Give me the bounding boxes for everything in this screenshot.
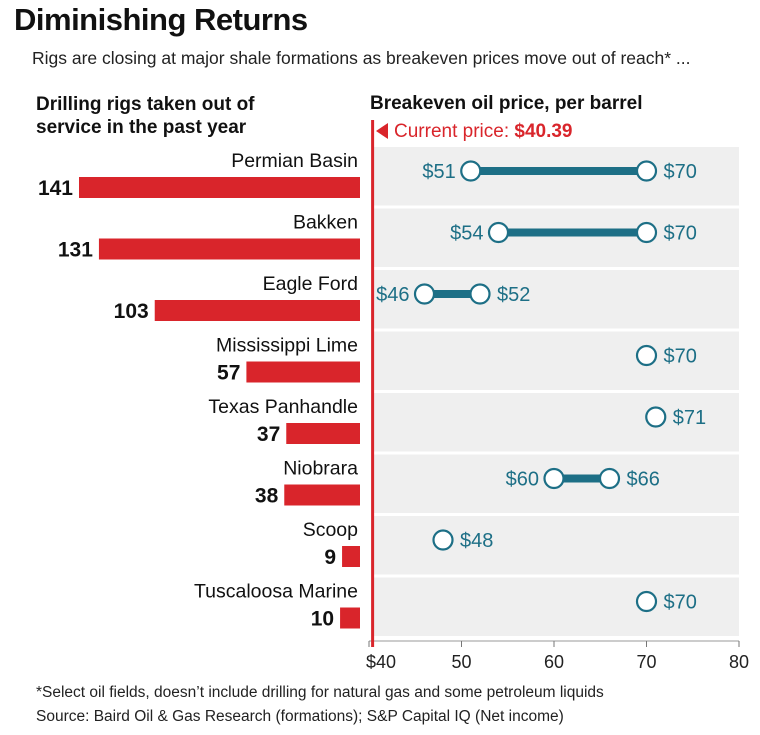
- rig-value-label: 57: [217, 362, 240, 385]
- price-row-background: [372, 577, 739, 636]
- price-panel-title: Breakeven oil price, per barrel: [370, 93, 643, 114]
- rig-value-label: 38: [255, 485, 279, 508]
- category-label: Mississippi Lime: [216, 335, 358, 357]
- price-point-label: $71: [673, 407, 706, 429]
- price-low-label: $46: [376, 284, 409, 306]
- rig-bar: [98, 238, 360, 260]
- rig-value-label: 10: [311, 608, 334, 631]
- rig-value-label: 131: [58, 239, 93, 262]
- price-high-label: $52: [497, 284, 530, 306]
- price-point-label: $70: [664, 592, 697, 614]
- price-low-label: $51: [422, 161, 455, 183]
- footnote: *Select oil fields, doesn’t include dril…: [36, 684, 604, 701]
- price-high-point: [635, 160, 658, 182]
- price-point-label: $48: [460, 530, 493, 552]
- category-label: Scoop: [303, 519, 358, 541]
- price-point: [645, 406, 667, 428]
- price-row-background: [372, 393, 739, 452]
- rig-bar: [154, 300, 360, 321]
- rig-value-label: 141: [38, 177, 73, 200]
- category-label: Bakken: [293, 212, 358, 234]
- price-low-point: [543, 467, 565, 490]
- price-point: [432, 529, 454, 551]
- price-low-label: $54: [450, 223, 483, 245]
- rig-value-label: 103: [114, 300, 149, 323]
- x-tick-label: 70: [636, 652, 656, 672]
- chart-title: Diminishing Returns: [14, 2, 308, 37]
- rig-bar: [246, 361, 360, 383]
- rig-bar: [340, 607, 360, 629]
- price-high-point: [635, 221, 658, 244]
- left-arrow-icon: [376, 123, 388, 139]
- price-high-label: $70: [664, 223, 697, 245]
- price-low-point: [413, 283, 436, 305]
- x-tick-label: 50: [451, 652, 471, 672]
- category-label: Texas Panhandle: [208, 396, 358, 418]
- price-low-point: [487, 221, 510, 244]
- price-point: [635, 590, 658, 613]
- category-label: Tuscaloosa Marine: [194, 581, 358, 603]
- bar-panel-title: Drilling rigs taken out of service in th…: [36, 93, 255, 139]
- price-row-background: [372, 208, 739, 267]
- category-label: Permian Basin: [231, 150, 358, 172]
- rig-bar: [284, 484, 360, 506]
- price-row-background: [372, 331, 739, 390]
- category-label: Niobrara: [283, 458, 358, 480]
- price-row-background: [372, 516, 739, 575]
- price-point-label: $70: [664, 346, 697, 368]
- x-tick-label: 80: [729, 652, 749, 672]
- price-low-label: $60: [506, 469, 539, 491]
- chart-subtitle: Rigs are closing at major shale formatio…: [32, 48, 691, 68]
- rig-value-label: 37: [257, 423, 280, 446]
- price-high-label: $70: [664, 161, 697, 183]
- x-tick-label: 60: [544, 652, 564, 672]
- price-high-point: [469, 283, 491, 305]
- price-high-point: [598, 467, 621, 490]
- current-price-label: Current price: $40.39: [376, 121, 573, 143]
- rig-value-label: 9: [324, 546, 336, 569]
- source-note: Source: Baird Oil & Gas Research (format…: [36, 708, 564, 725]
- current-price-text: Current price:: [394, 121, 515, 142]
- rig-bar: [79, 177, 360, 198]
- rig-bar: [286, 423, 360, 444]
- bar-panel-title-line1: Drilling rigs taken out of: [36, 94, 255, 115]
- x-tick-label: $40: [366, 652, 396, 672]
- bar-panel-title-line2: service in the past year: [36, 117, 247, 138]
- category-label: Eagle Ford: [263, 273, 358, 295]
- price-row-background: [372, 147, 739, 206]
- current-price-value: $40.39: [514, 121, 573, 142]
- price-low-point: [460, 160, 482, 182]
- rig-bar: [342, 546, 360, 567]
- price-high-label: $66: [627, 469, 660, 491]
- price-point: [635, 344, 658, 367]
